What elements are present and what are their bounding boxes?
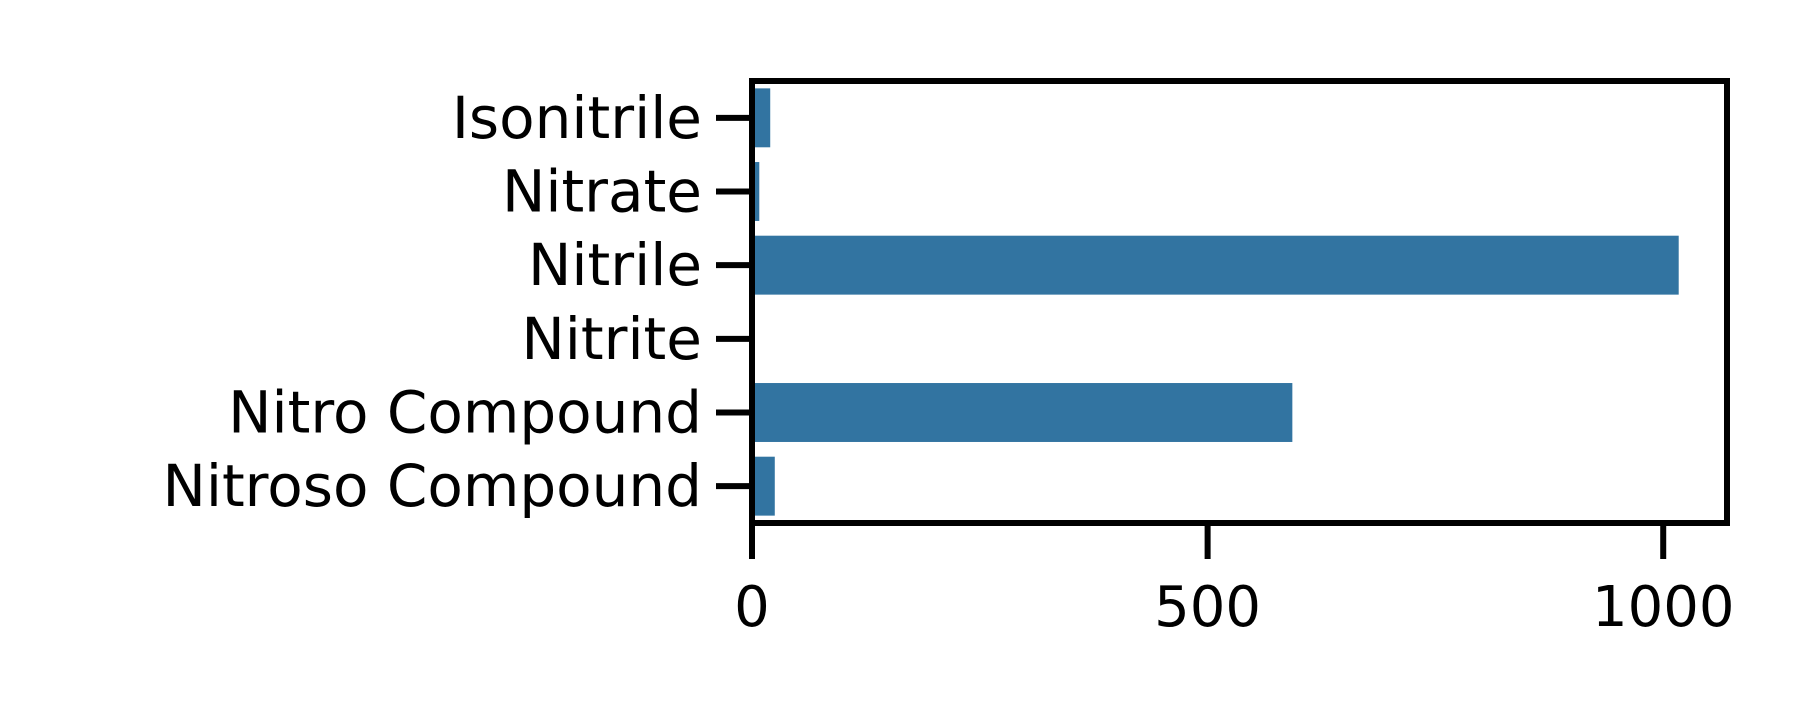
y-tick-label-nitrite: Nitrite	[521, 305, 702, 373]
x-tick-label-500: 500	[1154, 575, 1261, 640]
bar-isonitrile	[752, 88, 771, 148]
bar-nitrile	[752, 235, 1679, 295]
y-tick-label-nitrate: Nitrate	[502, 158, 702, 226]
bars-group	[752, 88, 1679, 516]
y-tick-label-nitrile: Nitrile	[528, 231, 702, 299]
bar-nitro-compound	[752, 383, 1293, 442]
plot-frame	[749, 78, 1730, 526]
y-tick-label-nitroso-compound: Nitroso Compound	[162, 452, 702, 520]
y-tick-label-nitro-compound: Nitro Compound	[228, 379, 702, 447]
x-tick-label-0: 0	[734, 575, 770, 640]
y-tick-label-isonitrile: Isonitrile	[452, 84, 702, 152]
bar-nitroso-compound	[752, 456, 775, 516]
x-tick-label-1000: 1000	[1592, 575, 1735, 640]
bar-nitrate	[752, 162, 760, 221]
